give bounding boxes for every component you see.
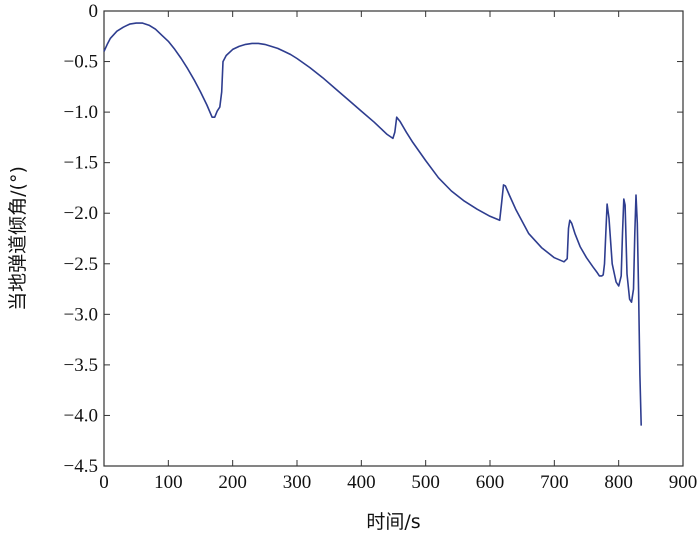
y-tick-label: −2.0 — [64, 203, 98, 224]
x-tick-label: 500 — [411, 472, 440, 493]
y-tick-label: −2.5 — [64, 254, 98, 275]
x-tick-label: 300 — [283, 472, 312, 493]
x-tick-label: 700 — [540, 472, 569, 493]
x-tick-label: 100 — [154, 472, 183, 493]
y-tick-label: −3.0 — [64, 304, 98, 325]
y-axis: 0 −0.5 −1.0 −1.5 −2.0 −2.5 −3.0 −3.5 −4.0 −4.5 — [64, 1, 683, 477]
x-tick-label: 600 — [476, 472, 505, 493]
x-axis: 0 100 200 300 400 500 600 700 800 900 — [99, 11, 697, 493]
y-tick-label: −1.5 — [64, 153, 98, 174]
x-tick-label: 900 — [669, 472, 698, 493]
x-tick-label: 400 — [347, 472, 376, 493]
x-tick-label: 800 — [604, 472, 633, 493]
series-line — [103, 22, 642, 426]
y-tick-label: −4.0 — [64, 405, 98, 426]
x-tick-label: 200 — [218, 472, 247, 493]
y-tick-label: −3.5 — [64, 355, 98, 376]
plot-frame — [103, 10, 684, 467]
y-tick-label: 0 — [89, 1, 99, 22]
y-tick-label: −4.5 — [64, 456, 98, 477]
y-tick-label: −1.0 — [64, 102, 98, 123]
x-axis-title: 时间/s — [366, 511, 420, 533]
x-tick-label: 0 — [99, 472, 109, 493]
y-axis-title: 当地弹道倾角/(°) — [7, 166, 29, 311]
y-tick-label: −0.5 — [64, 52, 98, 73]
